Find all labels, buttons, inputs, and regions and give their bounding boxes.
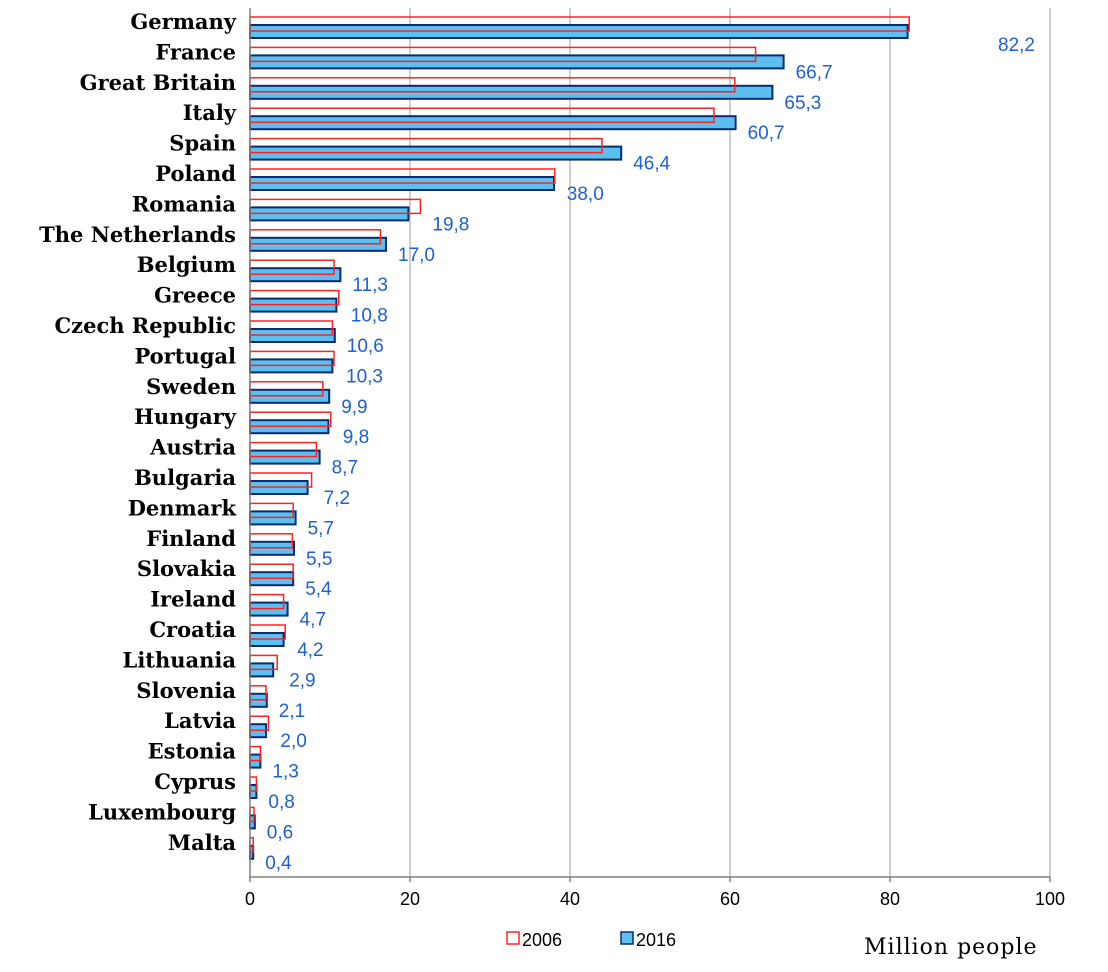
tick-label-20: 20 — [400, 889, 420, 909]
value-label-poland: 38,0 — [567, 184, 604, 205]
category-label-lithuania: Lithuania — [123, 647, 237, 672]
value-label-belgium: 11,3 — [352, 275, 388, 296]
value-label-malta: 0,4 — [265, 853, 292, 874]
tick-label-60: 60 — [720, 889, 740, 909]
tick-label-0: 0 — [245, 889, 255, 909]
category-label-finland: Finland — [146, 526, 236, 551]
value-label-greece: 10,8 — [351, 306, 388, 327]
value-label-romania: 19,8 — [432, 214, 469, 235]
tick-label-40: 40 — [560, 889, 580, 909]
value-label-croatia: 4,2 — [297, 640, 323, 661]
value-label-denmark: 5,7 — [308, 518, 334, 539]
category-label-austria: Austria — [149, 435, 236, 460]
value-label-czech-republic: 10,6 — [347, 336, 384, 357]
category-label-germany: Germany — [130, 9, 236, 34]
value-label-spain: 46,4 — [633, 154, 670, 175]
tick-label-100: 100 — [1035, 889, 1065, 909]
category-label-cyprus: Cyprus — [154, 769, 236, 794]
category-label-poland: Poland — [155, 161, 236, 186]
category-label-denmark: Denmark — [128, 495, 237, 520]
category-label-romania: Romania — [132, 191, 237, 216]
legend-label-2016: 2016 — [636, 930, 676, 950]
category-label-belgium: Belgium — [137, 252, 236, 277]
category-label-sweden: Sweden — [146, 374, 236, 399]
value-label-ireland: 4,7 — [300, 610, 326, 631]
value-label-france: 66,7 — [796, 62, 833, 83]
category-label-spain: Spain — [169, 131, 236, 156]
category-label-bulgaria: Bulgaria — [134, 465, 236, 490]
legend: 2006 2016 — [506, 930, 676, 950]
tick-label-80: 80 — [880, 889, 900, 909]
category-label-italy: Italy — [183, 100, 237, 125]
category-labels: Germany France Great Britain Italy Spain Pola… — [39, 9, 237, 855]
legend-swatch-2006 — [506, 931, 520, 945]
category-label-ireland: Ireland — [150, 587, 236, 612]
category-label-portugal: Portugal — [134, 343, 236, 368]
value-label-sweden: 9,9 — [341, 397, 367, 418]
value-label-portugal: 10,3 — [346, 366, 383, 387]
value-labels: 82,2 66,7 65,3 60,7 46,4 38,0 19,8 17,0 11,3 10,8… — [265, 35, 1035, 874]
category-label-luxembourg: Luxembourg — [88, 799, 236, 824]
category-label-czech-republic: Czech Republic — [54, 313, 236, 338]
category-label-great-britain: Great Britain — [80, 70, 236, 95]
category-label-france: France — [155, 39, 236, 64]
category-label-hungary: Hungary — [134, 404, 237, 429]
legend-label-2006: 2006 — [522, 930, 562, 950]
value-label-slovakia: 5,4 — [305, 579, 332, 600]
category-label-estonia: Estonia — [148, 739, 237, 764]
x-axis-unit-label: Million people — [864, 935, 1038, 960]
category-label-the-netherlands: The Netherlands — [39, 222, 236, 247]
value-label-hungary: 9,8 — [343, 427, 369, 448]
category-label-slovakia: Slovakia — [137, 556, 236, 581]
value-label-luxembourg: 0,6 — [267, 822, 293, 843]
value-label-italy: 60,7 — [748, 123, 785, 144]
value-label-latvia: 2,0 — [280, 731, 306, 752]
value-label-lithuania: 2,9 — [289, 670, 315, 691]
legend-swatch-2016 — [620, 931, 634, 945]
category-label-slovenia: Slovenia — [136, 678, 236, 703]
value-label-great-britain: 65,3 — [784, 93, 821, 114]
value-label-bulgaria: 7,2 — [324, 488, 350, 509]
value-label-estonia: 1,3 — [272, 762, 298, 783]
value-label-slovenia: 2,1 — [279, 701, 305, 722]
value-label-finland: 5,5 — [306, 549, 332, 570]
category-label-malta: Malta — [168, 830, 237, 855]
category-label-greece: Greece — [154, 283, 236, 308]
x-axis-ticks: 0 20 40 60 80 100 — [245, 877, 1065, 909]
value-label-cyprus: 0,8 — [268, 792, 294, 813]
value-label-germany: 82,2 — [998, 35, 1035, 56]
category-label-croatia: Croatia — [149, 617, 236, 642]
value-label-austria: 8,7 — [332, 458, 358, 479]
value-label-the-netherlands: 17,0 — [398, 245, 435, 266]
category-label-latvia: Latvia — [164, 708, 236, 733]
